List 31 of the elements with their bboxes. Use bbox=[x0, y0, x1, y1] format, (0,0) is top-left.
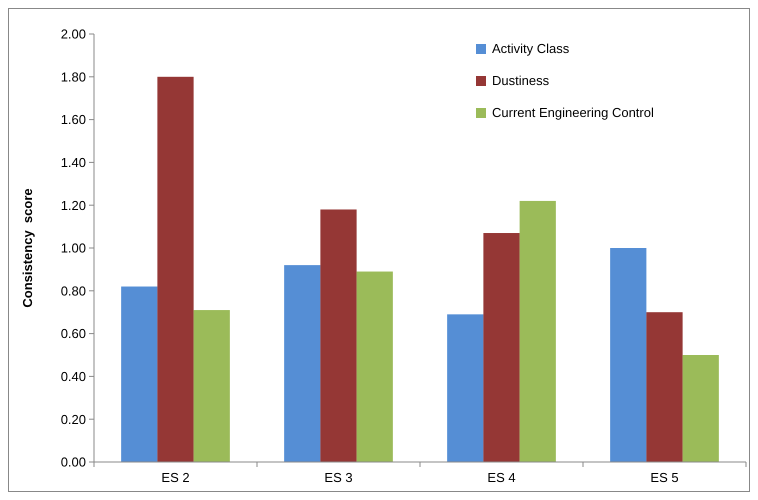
bar bbox=[284, 265, 320, 462]
bar bbox=[520, 200, 556, 462]
bar bbox=[483, 233, 520, 462]
bar bbox=[610, 248, 646, 462]
x-tick-label: ES 5 bbox=[650, 470, 679, 485]
x-tick-label: ES 2 bbox=[161, 470, 190, 485]
x-tick-label: ES 4 bbox=[487, 470, 516, 485]
bar bbox=[447, 314, 484, 462]
bar bbox=[157, 76, 194, 462]
legend-label: Activity Class bbox=[492, 41, 570, 56]
bar bbox=[646, 312, 683, 462]
legend-label: Dustiness bbox=[492, 73, 550, 88]
y-tick-label: 1.60 bbox=[60, 112, 86, 128]
y-tick-label: 0.20 bbox=[60, 412, 86, 427]
x-tick-label: ES 3 bbox=[324, 470, 353, 485]
y-tick-label: 1.00 bbox=[60, 240, 86, 256]
bar bbox=[121, 286, 158, 462]
y-tick-label: 0.60 bbox=[60, 326, 86, 342]
bar bbox=[320, 209, 357, 462]
bar bbox=[194, 310, 230, 462]
y-tick-label: 1.80 bbox=[60, 69, 86, 84]
y-tick-label: 0.00 bbox=[60, 454, 86, 470]
y-axis-title: Consistency score bbox=[20, 188, 35, 308]
y-tick-label: 0.40 bbox=[60, 368, 86, 384]
y-tick-label: 2.00 bbox=[60, 26, 86, 42]
bar bbox=[356, 272, 393, 462]
y-tick-label: 1.20 bbox=[60, 198, 86, 213]
bar bbox=[682, 355, 719, 462]
y-tick-label: 1.40 bbox=[60, 154, 86, 170]
y-tick-label: 0.80 bbox=[60, 283, 86, 298]
legend-label: Current Engineering Control bbox=[492, 105, 654, 120]
